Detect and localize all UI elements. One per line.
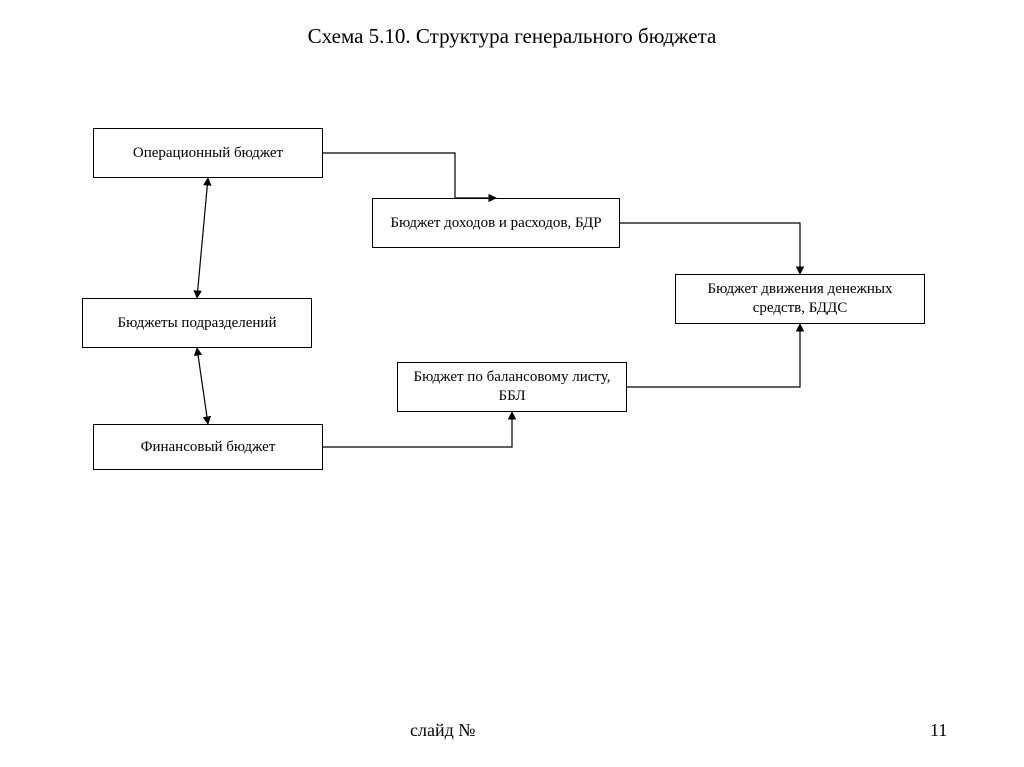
node-subs: Бюджеты подразделений: [82, 298, 312, 348]
edge-bbl-bdds: [627, 324, 800, 387]
diagram-title: Схема 5.10. Структура генерального бюдже…: [0, 24, 1024, 49]
node-op: Операционный бюджет: [93, 128, 323, 178]
edge-fin-bbl: [323, 412, 512, 447]
slide-label: слайд №: [410, 720, 475, 741]
node-bbl: Бюджет по балансовому листу, ББЛ: [397, 362, 627, 412]
slide-number: 11: [930, 720, 947, 741]
node-bdds: Бюджет движения денежных средств, БДДС: [675, 274, 925, 324]
edge-subs-fin: [197, 348, 208, 424]
edge-op-bdr: [323, 153, 496, 198]
edge-op-subs: [197, 178, 208, 298]
node-fin: Финансовый бюджет: [93, 424, 323, 470]
edge-bdr-bdds: [620, 223, 800, 274]
node-bdr: Бюджет доходов и расходов, БДР: [372, 198, 620, 248]
